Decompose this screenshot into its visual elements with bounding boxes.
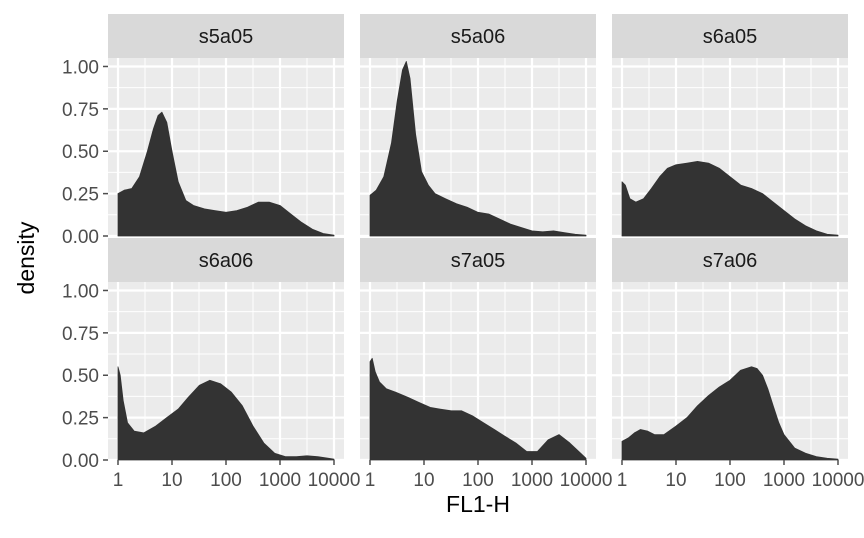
x-tick-label: 10000 — [812, 470, 864, 491]
facet-panel-s5a06: s5a06 — [360, 14, 596, 238]
facet-strip — [108, 14, 344, 58]
y-tick-label: 0.00 — [62, 451, 99, 472]
x-tick-label: 10 — [413, 470, 434, 491]
facet-panel-s6a05: s6a05 — [612, 14, 848, 238]
facet-strip-label: s7a06 — [703, 250, 758, 272]
facet-panel-s6a06: s6a06 0.00 0.25 0.50 0.75 1.00 1 10 100 1000 10000 — [62, 238, 360, 491]
facet-strip-label: s6a05 — [703, 26, 758, 48]
y-axis-title: density — [13, 221, 39, 294]
y-tick-label: 0.75 — [62, 100, 99, 121]
x-tick-label: 10000 — [560, 470, 613, 491]
facet-panel-s7a06: s7a06 1 10 100 1000 10000 — [612, 238, 864, 491]
density-area — [369, 357, 587, 461]
density-area — [117, 111, 335, 237]
x-tick-label: 1000 — [763, 470, 805, 491]
facet-strip — [108, 238, 344, 282]
facet-strip — [360, 14, 596, 58]
x-tick-label: 100 — [714, 470, 746, 491]
x-axis-title: FL1-H — [446, 491, 510, 517]
y-tick-label: 0.75 — [62, 324, 99, 345]
y-tick-label: 1.00 — [62, 57, 99, 78]
y-tick-label: 0.50 — [62, 142, 99, 163]
density-area — [621, 161, 839, 237]
facet-strip — [612, 238, 848, 282]
density-area — [369, 61, 587, 237]
facet-strip — [360, 238, 596, 282]
y-tick-label: 0.00 — [62, 227, 99, 248]
facet-strip-label: s7a05 — [451, 250, 506, 272]
facet-panel-s5a05: s5a05 0.00 0.25 0.50 0.75 1.00 — [62, 14, 344, 248]
x-tick-label: 100 — [462, 470, 494, 491]
density-area — [621, 366, 839, 461]
x-tick-label: 100 — [210, 470, 242, 491]
density-area — [117, 366, 335, 461]
x-tick-label: 1000 — [259, 470, 301, 491]
facet-panel-s7a05: s7a05 1 10 100 1000 10000 — [360, 238, 612, 491]
y-tick-label: 1.00 — [62, 281, 99, 302]
y-tick-label: 0.25 — [62, 409, 99, 430]
x-tick-label: 10 — [161, 470, 182, 491]
x-tick-label: 1 — [113, 470, 124, 491]
facet-strip — [612, 14, 848, 58]
facet-strip-label: s5a05 — [199, 26, 254, 48]
facet-strip-label: s5a06 — [451, 26, 506, 48]
y-tick-label: 0.25 — [62, 185, 99, 206]
x-tick-label: 1 — [365, 470, 376, 491]
x-tick-label: 10000 — [308, 470, 361, 491]
x-tick-label: 10 — [665, 470, 686, 491]
x-tick-label: 1000 — [511, 470, 553, 491]
facet-strip-label: s6a06 — [199, 250, 254, 272]
x-tick-label: 1 — [617, 470, 628, 491]
y-tick-label: 0.50 — [62, 366, 99, 387]
